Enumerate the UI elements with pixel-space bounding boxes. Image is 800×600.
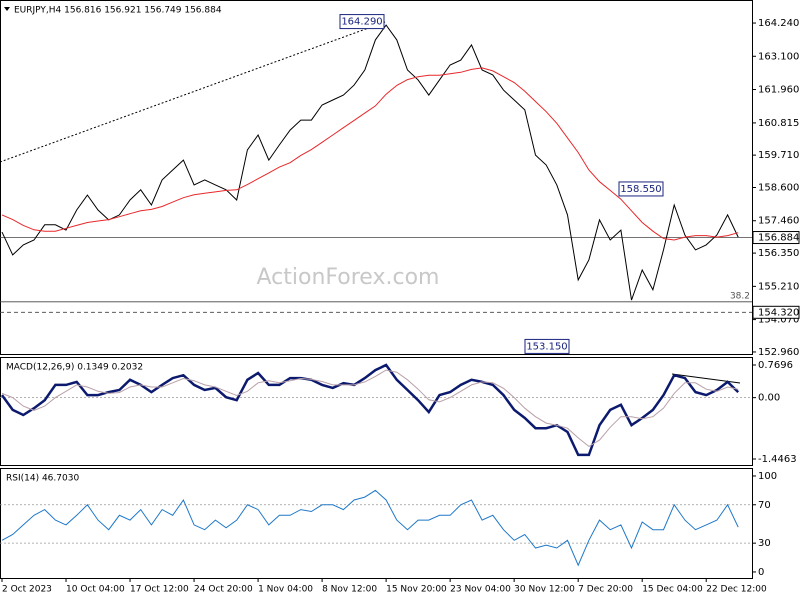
- price-box: [752, 305, 800, 319]
- x-tick-label: 22 Dec 12:00: [706, 585, 767, 595]
- panel-frame: [0, 468, 753, 579]
- series-line: [1, 24, 739, 301]
- x-tick-label: 15 Nov 20:00: [386, 585, 447, 595]
- panel-title: RSI(14) 46.7030: [6, 474, 79, 484]
- y-tick-label: 164.240: [758, 18, 799, 29]
- y-tick-label: 0: [758, 567, 764, 578]
- y-tick-label: 158.600: [758, 182, 799, 193]
- dropdown-icon: [4, 7, 10, 11]
- annotation-box: [339, 14, 385, 30]
- x-tick-label: 17 Oct 12:00: [130, 585, 189, 595]
- y-tick-label: 30: [758, 538, 771, 549]
- y-tick-label: 160.815: [758, 118, 799, 129]
- y-tick-label: 152.960: [758, 347, 799, 358]
- y-tick-label: 156.350: [758, 248, 799, 259]
- series-line: [1, 489, 739, 567]
- y-tick-label: 100: [758, 471, 777, 482]
- level-label: 38.2: [730, 291, 750, 301]
- x-tick-label: 8 Nov 12:00: [322, 585, 377, 595]
- annotation-box: [618, 181, 664, 197]
- x-tick-label: 24 Oct 20:00: [194, 585, 253, 595]
- annotation-label: 164.290: [341, 17, 382, 28]
- panel-title: MACD(12,26,9) 0.1349 0.2032: [6, 363, 143, 373]
- x-tick-label: 10 Oct 04:00: [66, 585, 125, 595]
- series-line: [1, 67, 739, 241]
- x-tick-label: 1 Nov 04:00: [258, 585, 313, 595]
- y-tick-label: 0.7696: [758, 360, 793, 371]
- y-tick-label: 155.210: [758, 281, 799, 292]
- x-tick-label: 23 Nov 04:00: [450, 585, 511, 595]
- y-tick-label: 161.960: [758, 85, 799, 96]
- trendline: [0, 21, 386, 163]
- series-line: [1, 369, 739, 448]
- x-tick-label: 30 Nov 12:00: [514, 585, 575, 595]
- watermark: ActionForex.com: [257, 265, 440, 290]
- y-tick-label: 163.100: [758, 51, 799, 62]
- x-tick-label: 2 Oct 2023: [2, 585, 52, 595]
- y-tick-label: 70: [758, 500, 771, 511]
- y-tick-label: 0.00: [758, 393, 780, 404]
- y-tick-label: 159.710: [758, 150, 799, 161]
- panel-frame: [0, 357, 753, 466]
- price-label: 154.320: [758, 307, 799, 318]
- panel-title: EURJPY,H4 156.816 156.921 156.749 156.88…: [14, 6, 222, 16]
- x-tick-label: 15 Dec 04:00: [642, 585, 703, 595]
- price-box: [752, 231, 800, 245]
- x-tick-label: 7 Dec 20:00: [578, 585, 633, 595]
- annotation-label: 158.550: [620, 184, 661, 195]
- annotation-box: [524, 338, 570, 354]
- series-line: [0, 363, 740, 457]
- y-tick-label: 157.460: [758, 216, 799, 227]
- annotation-label: 153.150: [526, 341, 567, 352]
- panel-frame: [0, 0, 753, 355]
- y-tick-label: 154.070: [758, 315, 799, 326]
- price-label: 156.884: [758, 233, 799, 244]
- y-tick-label: -1.4463: [758, 454, 797, 465]
